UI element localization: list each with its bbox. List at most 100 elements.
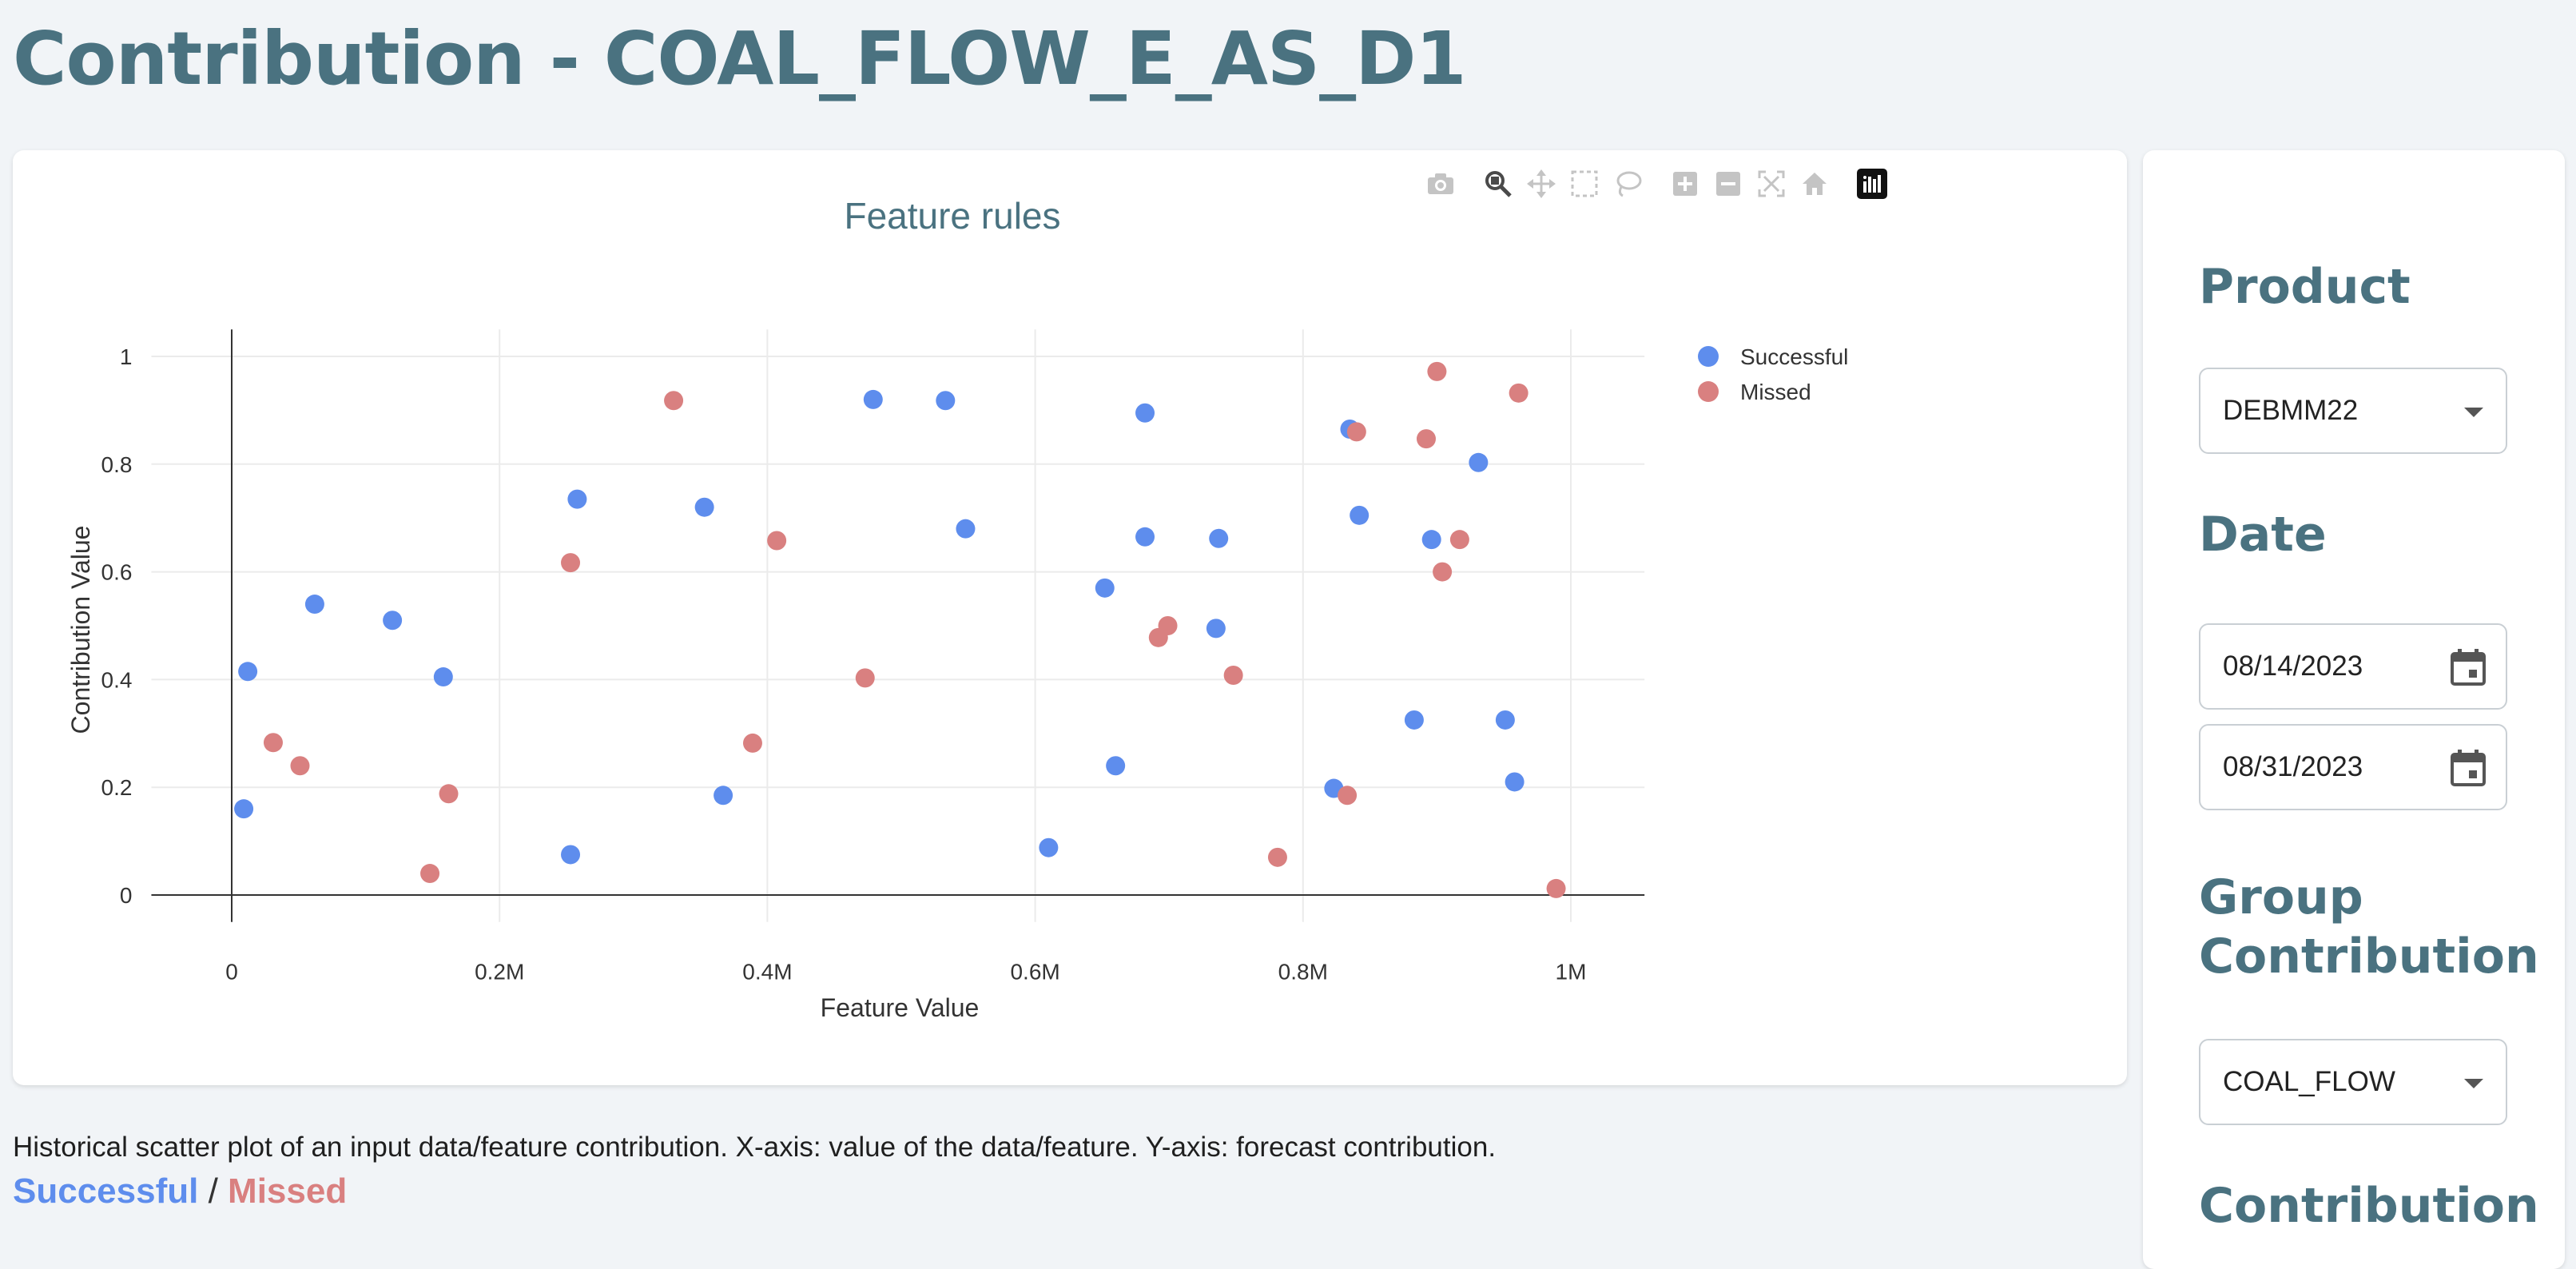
end-date-input[interactable]: 08/31/2023: [2199, 724, 2507, 810]
plotly-logo-icon[interactable]: [1851, 163, 1894, 205]
successful-point[interactable]: [1404, 710, 1424, 730]
product-select-value: DEBMM22: [2223, 395, 2359, 426]
successful-point[interactable]: [567, 489, 587, 509]
chart-card: 0 0.2M 0.4M 0.6M 0.8M 1M 0 0.2 0.4 0.6 0.8 1 Featur…: [13, 150, 2127, 1085]
missed-point[interactable]: [1267, 847, 1287, 867]
missed-point[interactable]: [1433, 562, 1453, 582]
footer-legend: Successful / Missed: [13, 1172, 347, 1211]
x-tick-label: 0.6M: [1010, 960, 1059, 985]
calendar-icon[interactable]: [2450, 647, 2487, 694]
successful-point[interactable]: [433, 667, 453, 687]
y-tick-label: 0: [120, 883, 133, 908]
group-contribution-heading-line2: Contribution: [2199, 929, 2539, 985]
reset-axes-icon[interactable]: [1793, 163, 1836, 205]
successful-point[interactable]: [1505, 772, 1525, 792]
group-contribution-select[interactable]: COAL_FLOW: [2199, 1039, 2507, 1125]
successful-point[interactable]: [1421, 530, 1441, 550]
successful-point[interactable]: [1495, 710, 1515, 730]
missed-point[interactable]: [1338, 786, 1358, 806]
missed-point[interactable]: [1427, 361, 1447, 381]
missed-point[interactable]: [1509, 383, 1529, 403]
group-contribution-heading-line1: Group: [2199, 869, 2363, 925]
group-contribution-heading: Group Contribution: [2199, 868, 2539, 986]
successful-point[interactable]: [561, 845, 581, 865]
successful-point[interactable]: [1095, 578, 1115, 598]
pan-icon[interactable]: [1520, 163, 1563, 205]
y-tick-label: 0.2: [101, 775, 133, 800]
missed-point[interactable]: [1346, 422, 1366, 442]
missed-point[interactable]: [1223, 666, 1243, 686]
contribution-heading: Contribution: [2199, 1178, 2539, 1234]
legend-label-successful[interactable]: Successful: [1740, 344, 1848, 369]
successful-point[interactable]: [694, 497, 714, 517]
successful-point[interactable]: [234, 799, 254, 819]
successful-point[interactable]: [1206, 619, 1226, 638]
chart-modebar: [1419, 163, 1894, 205]
filter-sidebar: Product DEBMM22 Date 08/14/2023 08/31/20…: [2143, 150, 2565, 1269]
successful-point[interactable]: [1039, 837, 1059, 857]
y-tick-label: 0.4: [101, 667, 133, 692]
legend-marker-successful[interactable]: [1698, 346, 1719, 367]
missed-point[interactable]: [1546, 878, 1566, 898]
autoscale-icon[interactable]: [1750, 163, 1793, 205]
missed-point[interactable]: [263, 733, 283, 753]
zoom-in-icon[interactable]: [1664, 163, 1707, 205]
x-axis-label: Feature Value: [821, 993, 980, 1022]
start-date-value: 08/14/2023: [2223, 650, 2363, 682]
successful-point[interactable]: [714, 786, 733, 806]
box-select-icon[interactable]: [1563, 163, 1606, 205]
missed-point[interactable]: [439, 784, 459, 804]
chart-axes: [151, 329, 1645, 922]
calendar-icon[interactable]: [2450, 748, 2487, 795]
missed-point[interactable]: [1158, 616, 1178, 635]
x-tick-label: 0.8M: [1278, 960, 1328, 985]
legend-label-missed[interactable]: Missed: [1740, 380, 1811, 404]
successful-point[interactable]: [304, 595, 324, 615]
zoom-out-icon[interactable]: [1707, 163, 1750, 205]
missed-point[interactable]: [767, 531, 787, 551]
missed-point[interactable]: [1416, 429, 1436, 449]
footer-legend-successful: Successful: [13, 1172, 199, 1211]
chevron-down-icon: [2464, 408, 2483, 417]
successful-point[interactable]: [1135, 527, 1155, 547]
lasso-icon[interactable]: [1606, 163, 1649, 205]
successful-point[interactable]: [1135, 403, 1155, 423]
product-select[interactable]: DEBMM22: [2199, 368, 2507, 454]
successful-point[interactable]: [238, 662, 258, 682]
successful-point[interactable]: [1350, 505, 1369, 525]
y-axis-label: Contribution Value: [66, 526, 95, 734]
x-tick-label: 1M: [1556, 960, 1587, 985]
camera-icon[interactable]: [1419, 163, 1462, 205]
legend-marker-missed[interactable]: [1698, 381, 1719, 402]
missed-point[interactable]: [290, 756, 310, 776]
scatter-chart[interactable]: 0 0.2M 0.4M 0.6M 0.8M 1M 0 0.2 0.4 0.6 0.8 1 Featur…: [13, 150, 2127, 1085]
zoom-icon[interactable]: [1477, 163, 1520, 205]
successful-point[interactable]: [863, 389, 883, 409]
x-tick-label: 0.2M: [475, 960, 524, 985]
chart-grid: [151, 329, 1645, 922]
chart-ticks: 0 0.2M 0.4M 0.6M 0.8M 1M 0 0.2 0.4 0.6 0.8 1: [101, 344, 1587, 985]
successful-point[interactable]: [956, 519, 976, 539]
missed-point[interactable]: [742, 733, 762, 753]
missed-point[interactable]: [561, 553, 581, 573]
missed-point[interactable]: [1449, 530, 1469, 550]
successful-point[interactable]: [1209, 528, 1229, 548]
missed-point[interactable]: [855, 668, 875, 688]
chart-points: [234, 361, 1566, 898]
y-tick-label: 0.8: [101, 452, 133, 477]
successful-point[interactable]: [383, 611, 403, 631]
chart-title: Feature rules: [844, 195, 1060, 237]
y-tick-label: 0.6: [101, 560, 133, 585]
successful-point[interactable]: [1469, 452, 1489, 472]
x-tick-label: 0.4M: [742, 960, 792, 985]
start-date-input[interactable]: 08/14/2023: [2199, 623, 2507, 710]
missed-point[interactable]: [420, 864, 440, 884]
chevron-down-icon: [2464, 1079, 2483, 1088]
date-heading: Date: [2199, 507, 2327, 563]
footer-legend-missed: Missed: [228, 1172, 348, 1211]
successful-point[interactable]: [936, 391, 956, 411]
chart-legend: Successful Missed: [1698, 344, 1848, 404]
missed-point[interactable]: [664, 391, 684, 411]
successful-point[interactable]: [1106, 756, 1126, 776]
chart-caption: Historical scatter plot of an input data…: [13, 1132, 1497, 1163]
